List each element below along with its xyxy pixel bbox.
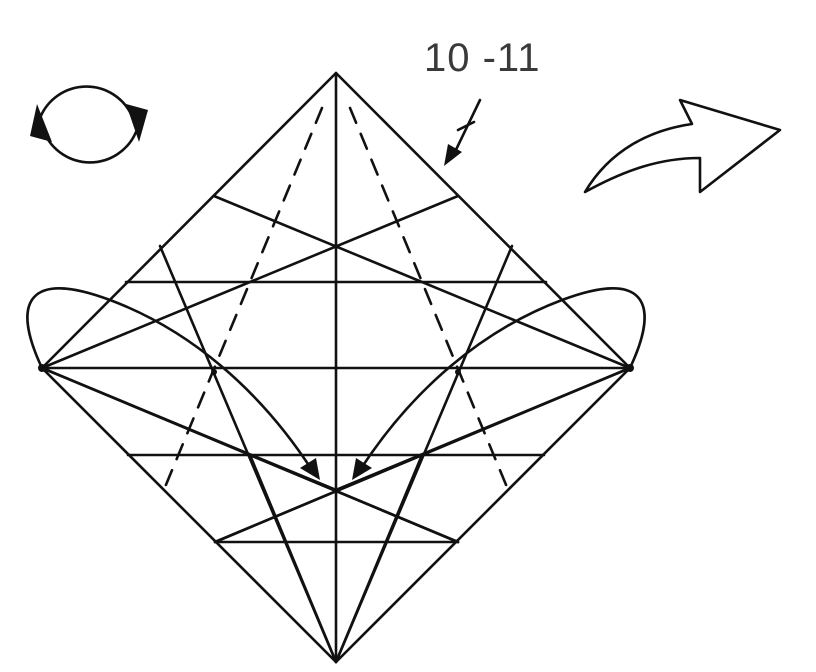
step-label: 10 -11 [424, 36, 541, 80]
turn-page-arrow-icon [583, 98, 782, 194]
fold-arrow-right [352, 287, 646, 480]
valley-fold-lines [161, 106, 511, 494]
rotate-over-icon [30, 85, 148, 164]
crease-lines [40, 71, 632, 664]
fold-arrow-left [26, 287, 320, 480]
step-pointer-arrow [444, 98, 482, 166]
